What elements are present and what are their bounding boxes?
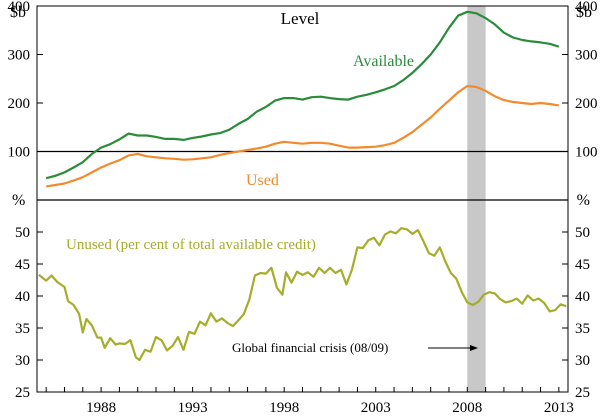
top-right-unit-label: $b <box>576 4 592 21</box>
gfc-annotation: Global financial crisis (08/09) <box>232 340 388 355</box>
bottom-ytick-label-left: 25 <box>15 385 30 401</box>
top-left-unit-label: $b <box>10 4 26 21</box>
bottom-ytick-label-right: 40 <box>575 289 590 305</box>
unused-series-line <box>38 227 567 362</box>
available-series-line <box>45 10 560 180</box>
bottom-ytick-label-right: 45 <box>575 257 590 273</box>
xtick-label: 2008 <box>452 400 482 416</box>
bottom-right-unit-label: % <box>577 192 590 209</box>
top-ytick-label-left: 200 <box>8 96 31 112</box>
bottom-ytick-label-left: 40 <box>15 289 30 305</box>
xtick-label: 1993 <box>178 400 208 416</box>
available-series-label: Available <box>353 53 414 70</box>
top-panel-title: Level <box>281 9 320 28</box>
bottom-left-unit-label: % <box>12 192 25 209</box>
bottom-ytick-label-left: 30 <box>15 353 30 369</box>
unused-series-label: Unused (per cent of total available cred… <box>66 237 316 253</box>
bottom-ytick-label-right: 35 <box>575 321 590 337</box>
used-series-label: Used <box>246 172 279 189</box>
top-ytick-label-left: 100 <box>8 145 31 161</box>
top-ytick-label-left: 400 <box>8 0 31 15</box>
xtick-label: 1998 <box>269 400 299 416</box>
xtick-label: 2013 <box>544 400 574 416</box>
top-ytick-label-right: 200 <box>575 96 598 112</box>
bottom-ytick-label-left: 45 <box>15 257 30 273</box>
xtick-label: 2003 <box>361 400 391 416</box>
top-ytick-label-right: 400 <box>575 0 598 15</box>
bottom-ytick-label-right: 25 <box>575 385 590 401</box>
top-ytick-label-right: 100 <box>575 145 598 161</box>
used-series-line <box>46 84 559 188</box>
crisis-shading <box>467 6 486 392</box>
ticks-layer: 100 100 200 200 300 300 400 400 25 25 30 30 35 35 40 40… <box>8 0 598 416</box>
top-ytick-label-right: 300 <box>575 48 598 64</box>
gfc-annotation-arrowhead <box>470 345 478 351</box>
plot-frame <box>36 5 569 393</box>
bottom-ytick-label-right: 50 <box>575 225 590 241</box>
bottom-ytick-label-left: 35 <box>15 321 30 337</box>
top-ytick-label-left: 300 <box>8 48 31 64</box>
xtick-label: 1988 <box>86 400 116 416</box>
bottom-ytick-label-left: 50 <box>15 225 30 241</box>
series-layer <box>38 10 567 362</box>
bottom-ytick-label-right: 30 <box>575 353 590 369</box>
